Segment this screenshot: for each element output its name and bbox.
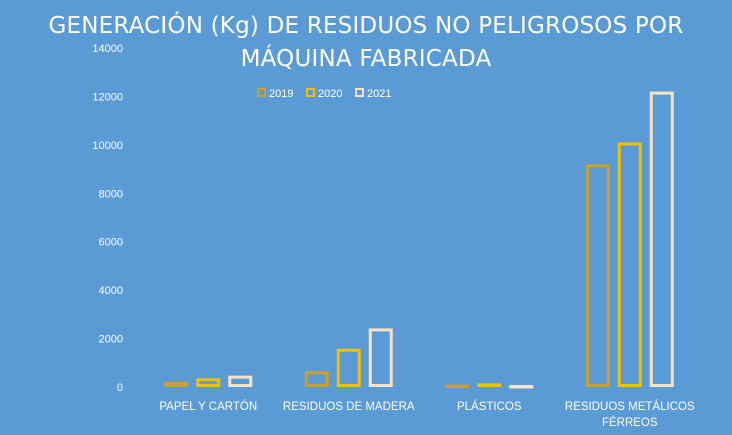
y-tick-label: 8000 <box>99 188 123 200</box>
y-tick-label: 10000 <box>92 140 123 152</box>
bar-2020-1 <box>336 348 361 387</box>
category-label: PLÁSTICOS <box>457 400 522 413</box>
bar-2021-2 <box>509 385 534 389</box>
bar-2021-0 <box>228 375 253 388</box>
legend-label-2019: 2019 <box>269 88 293 100</box>
y-tick-label: 6000 <box>99 237 123 249</box>
bar-2019-2 <box>445 384 470 389</box>
legend-label-2021: 2021 <box>367 88 391 100</box>
bar-2021-3 <box>649 91 674 387</box>
y-tick-label: 0 <box>117 382 123 394</box>
category-label: PAPEL Y CARTÓN <box>159 400 257 413</box>
chart-title: GENERACIÓN (Kg) DE RESIDUOS NO PELIGROSO… <box>48 13 684 72</box>
legend-label-2020: 2020 <box>318 88 342 100</box>
legend-swatch-2020 <box>306 88 315 97</box>
bar-2019-1 <box>304 371 329 387</box>
category-label: RESIDUOS METÁLICOS FÉRREOS <box>565 400 695 429</box>
bar-2020-0 <box>196 378 221 388</box>
legend-swatch-2019 <box>257 88 266 97</box>
category-label: RESIDUOS DE MADERA <box>283 401 415 413</box>
y-tick-label: 2000 <box>99 334 123 346</box>
y-tick-label: 12000 <box>92 91 123 103</box>
bar-2020-2 <box>477 383 502 388</box>
bar-2019-0 <box>164 381 189 387</box>
bar-2020-3 <box>617 142 642 387</box>
legend-swatch-2021 <box>355 88 364 97</box>
y-tick-label: 4000 <box>99 285 123 297</box>
bar-2019-3 <box>585 164 610 387</box>
bar-2021-1 <box>368 328 393 387</box>
y-tick-label: 14000 <box>92 43 123 55</box>
